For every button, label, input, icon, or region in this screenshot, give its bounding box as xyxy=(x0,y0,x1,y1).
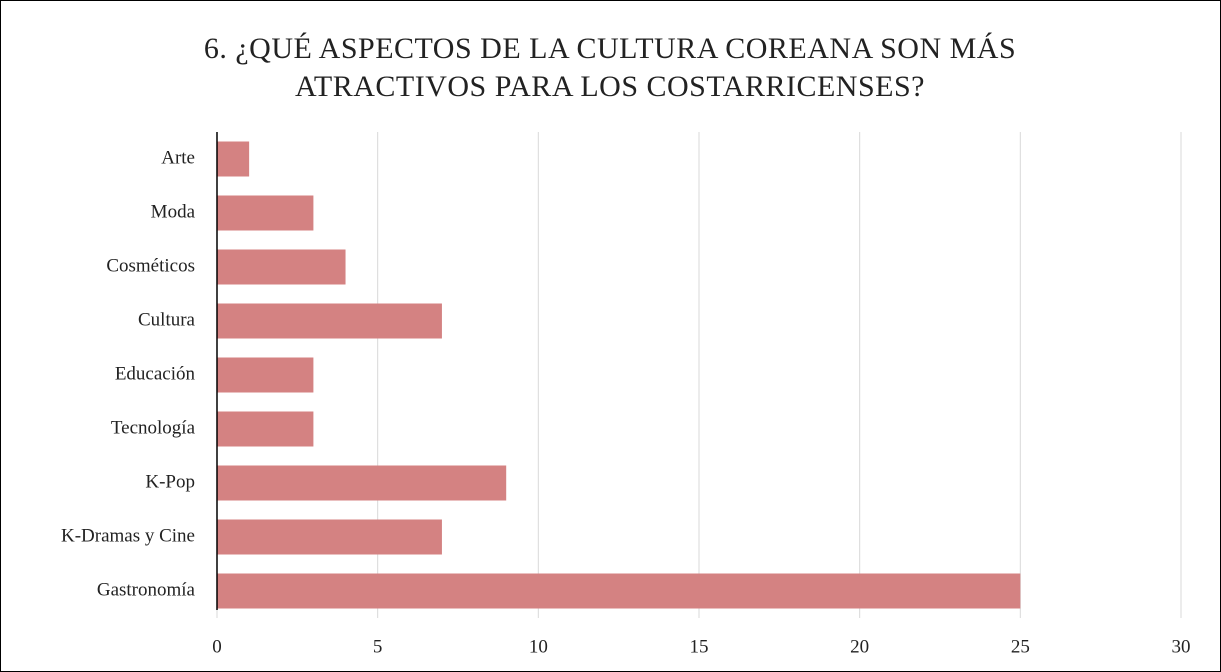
y-tick-label: Arte xyxy=(161,147,195,168)
x-tick-label: 25 xyxy=(1011,636,1030,657)
bar xyxy=(217,357,314,393)
bar xyxy=(217,519,442,555)
x-tick-label: 15 xyxy=(690,636,709,657)
y-tick-label: K-Pop xyxy=(145,471,195,492)
bar xyxy=(217,573,1021,609)
x-tick-label: 0 xyxy=(212,636,222,657)
x-tick-label: 10 xyxy=(529,636,548,657)
y-tick-label: K-Dramas y Cine xyxy=(61,525,195,546)
bar xyxy=(217,411,314,447)
bar xyxy=(217,249,346,285)
x-tick-label: 30 xyxy=(1172,636,1191,657)
y-tick-label: Tecnología xyxy=(111,417,196,438)
y-tick-label: Moda xyxy=(151,201,196,222)
y-tick-label: Cultura xyxy=(138,309,196,330)
x-tick-label: 5 xyxy=(373,636,383,657)
chart-title: 6. ¿QUÉ ASPECTOS DE LA CULTURA COREANA S… xyxy=(203,32,1017,103)
y-tick-label: Educación xyxy=(115,363,196,384)
bar xyxy=(217,303,442,339)
y-tick-label: Gastronomía xyxy=(97,579,196,600)
bar xyxy=(217,465,507,501)
bar xyxy=(217,141,250,177)
y-tick-label: Cosméticos xyxy=(106,255,195,276)
x-tick-label: 20 xyxy=(850,636,869,657)
bar xyxy=(217,195,314,231)
